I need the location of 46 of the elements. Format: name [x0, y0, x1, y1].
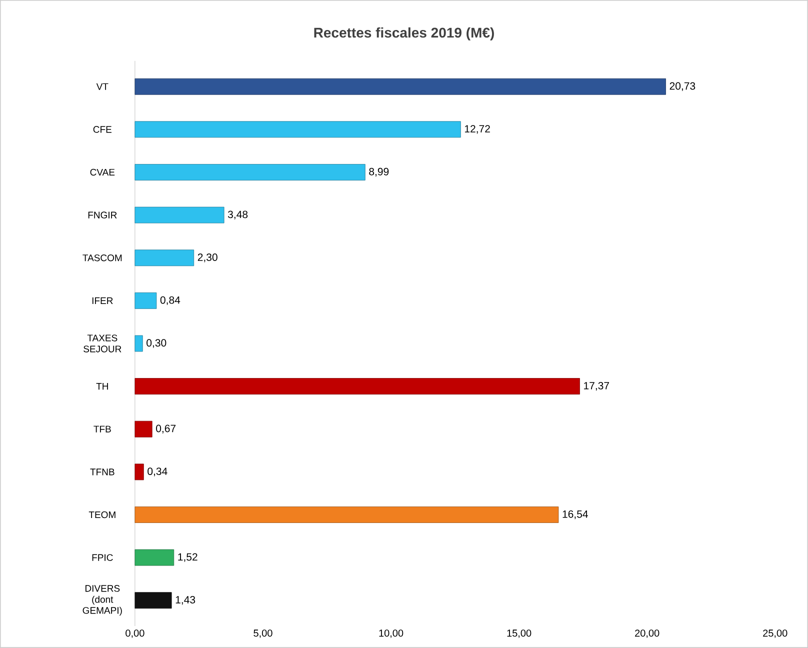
y-tick-label: FPIC: [92, 554, 113, 561]
bar: [134, 549, 174, 566]
data-label: 16,54: [562, 510, 588, 520]
bar: [134, 121, 461, 138]
y-tick-label: FNGIR: [88, 212, 117, 218]
y-tick-label: TFB: [94, 426, 111, 432]
bar: [134, 292, 157, 309]
data-label: 3,48: [228, 210, 248, 220]
bar: [134, 164, 366, 180]
x-tick-label: 0,00: [126, 630, 144, 638]
x-tick-label: 25,00: [763, 630, 788, 638]
data-label: 20,73: [670, 82, 696, 91]
bar: [134, 592, 172, 609]
data-label: 0,84: [160, 296, 180, 306]
data-label: 2,30: [198, 254, 218, 262]
data-label: 17,37: [584, 382, 609, 391]
y-tick-label: TAXES SEJOUR: [84, 334, 122, 352]
bar: [134, 378, 580, 395]
bar: [134, 250, 194, 266]
chart-title: Recettes fiscales 2019 (M€): [314, 27, 494, 40]
y-tick-label: CVAE: [90, 168, 115, 176]
data-label: 0,67: [156, 424, 176, 434]
y-tick-label: IFER: [92, 297, 113, 304]
data-label: 0,30: [146, 339, 166, 348]
bar: [134, 335, 143, 352]
y-tick-label: VT: [96, 83, 108, 90]
bar: [134, 206, 224, 224]
x-tick-label: 20,00: [635, 630, 660, 638]
x-tick-label: 10,00: [379, 630, 404, 638]
data-label: 1,43: [176, 596, 196, 605]
data-label: 12,72: [464, 125, 490, 134]
y-tick-label: TASCOM: [82, 254, 122, 262]
data-label: 1,52: [178, 553, 198, 562]
y-tick-label: TFNB: [90, 468, 114, 476]
bar: [134, 78, 666, 95]
x-tick-label: 5,00: [254, 630, 272, 638]
y-tick-label: CFE: [93, 126, 112, 133]
y-tick-label: TEOM: [88, 511, 116, 518]
x-tick-label: 15,00: [507, 630, 532, 638]
y-tick-label: DIVERS (dont GEMAPI): [82, 585, 122, 616]
data-label: 0,34: [148, 468, 168, 476]
y-tick-label: TH: [96, 383, 108, 390]
bar: [134, 506, 559, 523]
bar: [134, 464, 144, 480]
data-label: 8,99: [369, 168, 389, 177]
bar: [134, 420, 152, 438]
